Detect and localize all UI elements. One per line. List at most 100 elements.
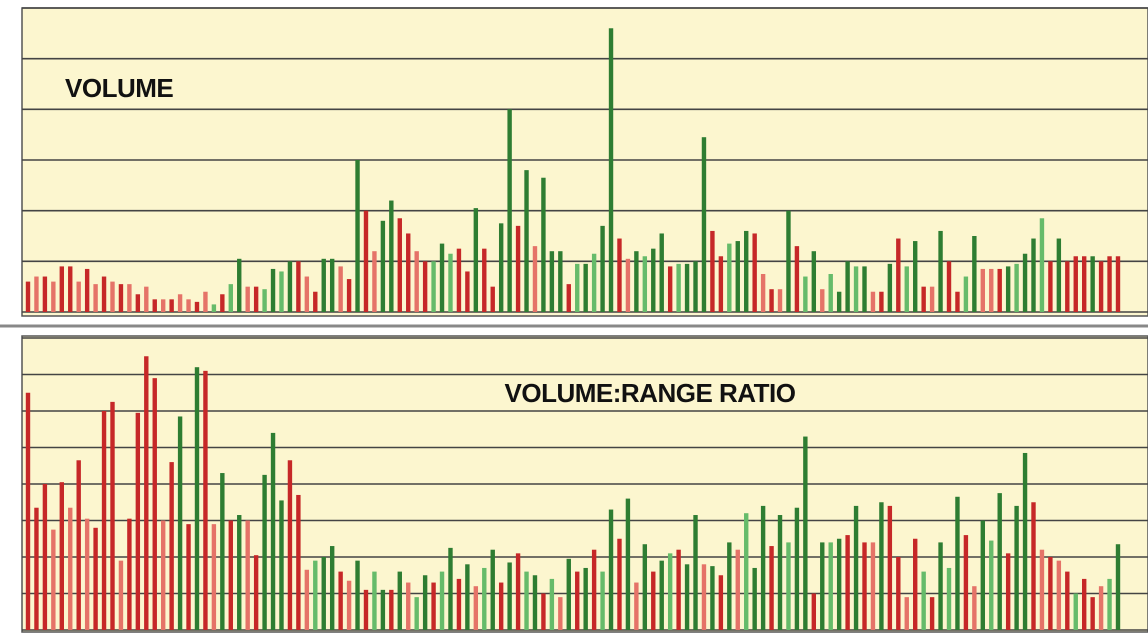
bar xyxy=(634,582,639,630)
bar xyxy=(186,524,191,630)
bar xyxy=(803,276,808,312)
bar xyxy=(625,258,631,312)
bar xyxy=(34,276,39,312)
bar xyxy=(929,286,935,312)
bar xyxy=(279,500,284,630)
bar xyxy=(600,225,605,312)
bar xyxy=(490,286,495,312)
bar xyxy=(68,266,73,312)
bar xyxy=(955,291,960,312)
bar xyxy=(473,586,479,630)
bar xyxy=(127,518,132,630)
bar xyxy=(642,256,648,312)
bar xyxy=(1065,571,1070,630)
bar xyxy=(963,535,969,630)
bar xyxy=(76,281,81,312)
bar xyxy=(287,261,293,312)
bar xyxy=(498,582,504,630)
bar xyxy=(1098,586,1104,630)
bar xyxy=(608,28,614,313)
bar xyxy=(515,225,521,312)
bar xyxy=(701,137,707,312)
bar xyxy=(355,560,360,630)
bar xyxy=(760,274,766,312)
bar xyxy=(313,291,318,312)
bar xyxy=(887,263,893,312)
bar xyxy=(262,474,267,630)
bar xyxy=(896,557,901,630)
bar xyxy=(845,535,850,630)
bar xyxy=(389,200,394,312)
bar xyxy=(465,271,470,312)
bar xyxy=(321,557,326,630)
bar xyxy=(84,268,90,312)
bar xyxy=(794,507,800,630)
bar xyxy=(51,281,56,312)
bar xyxy=(245,520,250,630)
bar xyxy=(1022,253,1028,312)
bar xyxy=(406,582,411,630)
bar xyxy=(820,289,825,312)
bar xyxy=(1005,553,1011,630)
bar xyxy=(980,268,986,312)
chart-title: VOLUME:RANGE RATIO xyxy=(505,378,796,408)
bar xyxy=(1073,593,1078,630)
bar xyxy=(693,261,698,312)
bar xyxy=(406,233,411,312)
bar xyxy=(270,432,276,630)
bar xyxy=(422,261,428,312)
bar xyxy=(684,564,690,630)
bar xyxy=(76,460,81,630)
bar xyxy=(439,571,445,630)
bar xyxy=(363,589,369,630)
bar xyxy=(836,538,842,630)
bar xyxy=(541,593,546,630)
bar xyxy=(735,549,740,630)
bar xyxy=(845,261,850,312)
bar xyxy=(904,266,909,312)
bar xyxy=(904,597,909,630)
bar xyxy=(211,524,217,630)
bar xyxy=(558,597,563,630)
bar xyxy=(507,109,512,312)
bar xyxy=(228,284,233,312)
bar xyxy=(651,571,656,630)
bar xyxy=(989,540,994,630)
bar xyxy=(397,571,402,630)
bar xyxy=(270,268,276,312)
bar xyxy=(127,284,132,312)
bar xyxy=(1073,256,1078,312)
bar xyxy=(693,515,698,630)
bar xyxy=(811,593,817,630)
bar xyxy=(1022,452,1028,630)
bar xyxy=(600,571,605,630)
bar xyxy=(101,276,107,312)
bar xyxy=(659,233,664,312)
bar xyxy=(701,564,707,630)
bar xyxy=(1056,560,1062,630)
bar xyxy=(431,261,436,312)
bar xyxy=(541,177,546,312)
bar xyxy=(532,575,538,630)
bar xyxy=(1048,261,1053,312)
bar xyxy=(634,251,639,312)
bar xyxy=(870,542,876,630)
bar xyxy=(34,507,39,630)
bar xyxy=(380,589,386,630)
bar xyxy=(735,241,740,312)
bar xyxy=(144,286,149,312)
bar xyxy=(321,258,326,312)
bar xyxy=(287,460,293,630)
bar xyxy=(710,566,715,630)
bar xyxy=(1082,578,1087,630)
bar xyxy=(1107,578,1112,630)
bar xyxy=(245,286,250,312)
bar xyxy=(667,553,673,630)
bar xyxy=(820,542,825,630)
bar xyxy=(549,578,555,630)
bar xyxy=(997,493,1002,630)
bar xyxy=(160,520,166,630)
bar xyxy=(862,266,867,312)
bar xyxy=(42,484,48,630)
bar xyxy=(507,562,512,630)
